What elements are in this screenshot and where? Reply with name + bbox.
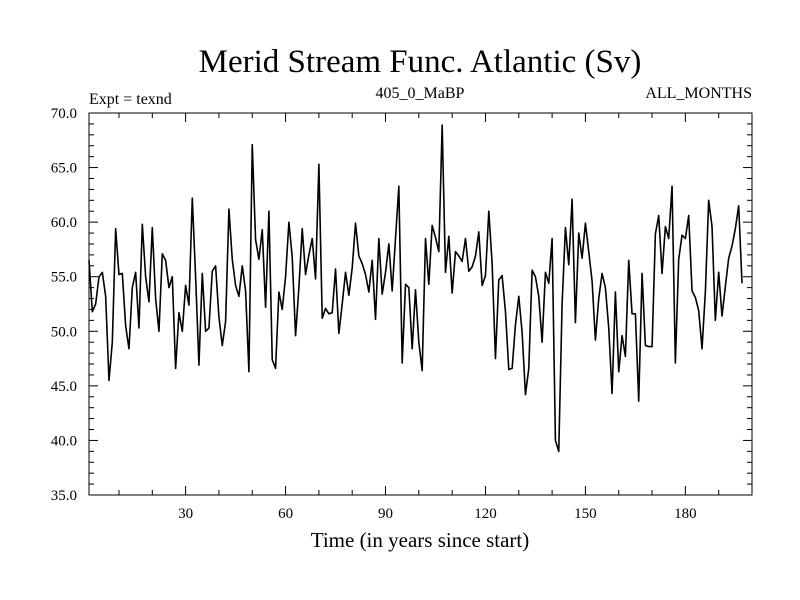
y-tick-label: 55.0 bbox=[51, 270, 77, 286]
y-tick-label: 70.0 bbox=[51, 106, 77, 122]
x-tick-label: 150 bbox=[574, 506, 597, 522]
x-tick-label: 180 bbox=[674, 506, 697, 522]
y-tick-label: 35.0 bbox=[51, 488, 77, 504]
period-label: 405_0_MaBP bbox=[376, 85, 465, 102]
axis-tick-labels: 30 60 90 120 150 180 35.0 40.0 45.0 50.0 55.0 60.0 6… bbox=[51, 106, 697, 522]
y-tick-label: 60.0 bbox=[51, 215, 77, 231]
months-label: ALL_MONTHS bbox=[645, 85, 752, 102]
y-tick-label: 65.0 bbox=[51, 161, 77, 177]
x-tick-label: 120 bbox=[474, 506, 497, 522]
series-line bbox=[88, 124, 743, 453]
plot-frame bbox=[88, 112, 753, 496]
x-tick-label: 90 bbox=[378, 506, 393, 522]
y-tick-label: 50.0 bbox=[51, 324, 77, 340]
x-tick-label: 60 bbox=[278, 506, 293, 522]
x-axis-label: Time (in years since start) bbox=[311, 528, 530, 552]
y-tick-label: 45.0 bbox=[51, 379, 77, 395]
chart-title: Merid Stream Func. Atlantic (Sv) bbox=[199, 44, 642, 80]
y-tick-label: 40.0 bbox=[51, 433, 77, 449]
x-tick-label: 30 bbox=[178, 506, 193, 522]
experiment-label: Expt = texnd bbox=[89, 91, 172, 108]
